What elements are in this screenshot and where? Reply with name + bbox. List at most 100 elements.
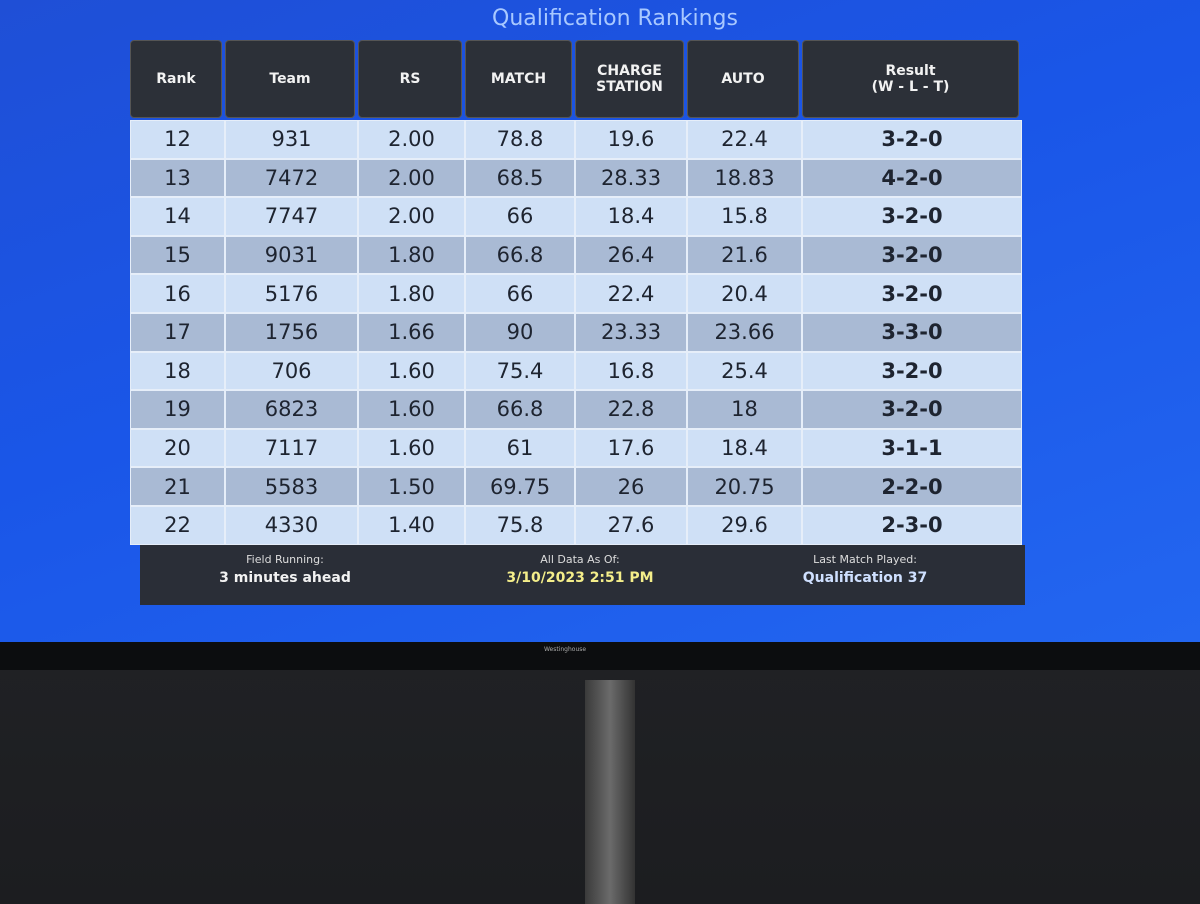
table-cell: 7472 [225, 158, 358, 198]
footer-label: All Data As Of: [540, 553, 620, 566]
table-cell: 25.4 [687, 351, 802, 391]
table-cell: 18.83 [687, 158, 802, 198]
table-cell: 16.8 [575, 351, 687, 391]
table-cell: 2.00 [358, 197, 465, 236]
table-cell: 1.50 [358, 467, 465, 506]
table-cell: 66 [465, 274, 575, 313]
table-cell: 21.6 [687, 235, 802, 275]
table-cell: 1.60 [358, 390, 465, 429]
footer-value: Qualification 37 [802, 570, 928, 586]
table-cell: 17 [130, 313, 225, 352]
table-cell: 1.60 [358, 351, 465, 391]
column-header: Team [225, 40, 355, 118]
table-cell: 66 [465, 197, 575, 236]
table-cell: 5176 [225, 274, 358, 313]
table-cell: 28.33 [575, 158, 687, 198]
table-cell: 15 [130, 235, 225, 275]
table-cell: 3-2-0 [802, 197, 1022, 236]
table-cell: 22.4 [575, 274, 687, 313]
table-cell: 21 [130, 467, 225, 506]
column-header: AUTO [687, 40, 799, 118]
stand [585, 680, 635, 904]
footer-value: 3 minutes ahead [219, 570, 351, 586]
table-cell: 5583 [225, 467, 358, 506]
table-cell: 66.8 [465, 390, 575, 429]
table-cell: 2-3-0 [802, 506, 1022, 545]
table-cell: 22 [130, 506, 225, 545]
table-cell: 22.8 [575, 390, 687, 429]
table-cell: 18 [687, 390, 802, 429]
table-cell: 90 [465, 313, 575, 352]
screen: Qualification Rankings Rank Team RS MATCH CH… [0, 0, 1200, 642]
table-cell: 2.00 [358, 120, 465, 159]
table-cell: 20 [130, 428, 225, 468]
footer: Field Running: 3 minutes ahead All Data As… [140, 545, 1025, 605]
header-line: CHARGE [597, 63, 662, 79]
table-cell: 3-2-0 [802, 274, 1022, 313]
table-cell: 1.66 [358, 313, 465, 352]
table-cell: 3-2-0 [802, 351, 1022, 391]
table-cell: 75.8 [465, 506, 575, 545]
footer-label: Field Running: [246, 553, 324, 566]
column-header: Rank [130, 40, 222, 118]
table-cell: 4330 [225, 506, 358, 545]
header-line: STATION [596, 79, 663, 95]
header-line: AUTO [721, 71, 765, 87]
table-cell: 23.66 [687, 313, 802, 352]
table-cell: 1.80 [358, 235, 465, 275]
table-cell: 18 [130, 351, 225, 391]
table-cell: 3-2-0 [802, 390, 1022, 429]
table-cell: 3-2-0 [802, 235, 1022, 275]
table-cell: 69.75 [465, 467, 575, 506]
table-cell: 3-1-1 [802, 428, 1022, 468]
table-cell: 61 [465, 428, 575, 468]
header-line: (W - L - T) [871, 79, 950, 95]
title: Qualification Rankings [492, 6, 738, 31]
column-header: CHARGE STATION [575, 40, 684, 118]
table-cell: 15.8 [687, 197, 802, 236]
table-cell: 12 [130, 120, 225, 159]
header-line: Result [885, 63, 936, 79]
table-cell: 1.40 [358, 506, 465, 545]
table-cell: 16 [130, 274, 225, 313]
table-cell: 13 [130, 158, 225, 198]
column-header: RS [358, 40, 462, 118]
table-cell: 20.4 [687, 274, 802, 313]
table-cell: 9031 [225, 235, 358, 275]
header-line: RS [399, 71, 421, 87]
table-cell: 18.4 [575, 197, 687, 236]
table-cell: 1.60 [358, 428, 465, 468]
table-cell: 26 [575, 467, 687, 506]
table-cell: 29.6 [687, 506, 802, 545]
header-line: MATCH [490, 71, 547, 87]
table-cell: 68.5 [465, 158, 575, 198]
table-cell: 22.4 [687, 120, 802, 159]
table-cell: 1.80 [358, 274, 465, 313]
footer-label: Last Match Played: [813, 553, 917, 566]
brand: Westinghouse [543, 646, 587, 653]
table-cell: 14 [130, 197, 225, 236]
table-cell: 7117 [225, 428, 358, 468]
table-cell: 23.33 [575, 313, 687, 352]
table-cell: 66.8 [465, 235, 575, 275]
table-cell: 17.6 [575, 428, 687, 468]
table-cell: 706 [225, 351, 358, 391]
table-cell: 19 [130, 390, 225, 429]
table-cell: 2.00 [358, 158, 465, 198]
table-cell: 1756 [225, 313, 358, 352]
column-header: MATCH [465, 40, 572, 118]
table-cell: 3-2-0 [802, 120, 1022, 159]
table-cell: 78.8 [465, 120, 575, 159]
table-cell: 3-3-0 [802, 313, 1022, 352]
table-cell: 18.4 [687, 428, 802, 468]
table-cell: 4-2-0 [802, 158, 1022, 198]
footer-value: 3/10/2023 2:51 PM [506, 570, 654, 586]
table-cell: 931 [225, 120, 358, 159]
table-cell: 20.75 [687, 467, 802, 506]
table-cell: 27.6 [575, 506, 687, 545]
bezel [0, 642, 1200, 670]
table-cell: 26.4 [575, 235, 687, 275]
table-cell: 2-2-0 [802, 467, 1022, 506]
table-cell: 6823 [225, 390, 358, 429]
header-line: Rank [156, 71, 196, 87]
